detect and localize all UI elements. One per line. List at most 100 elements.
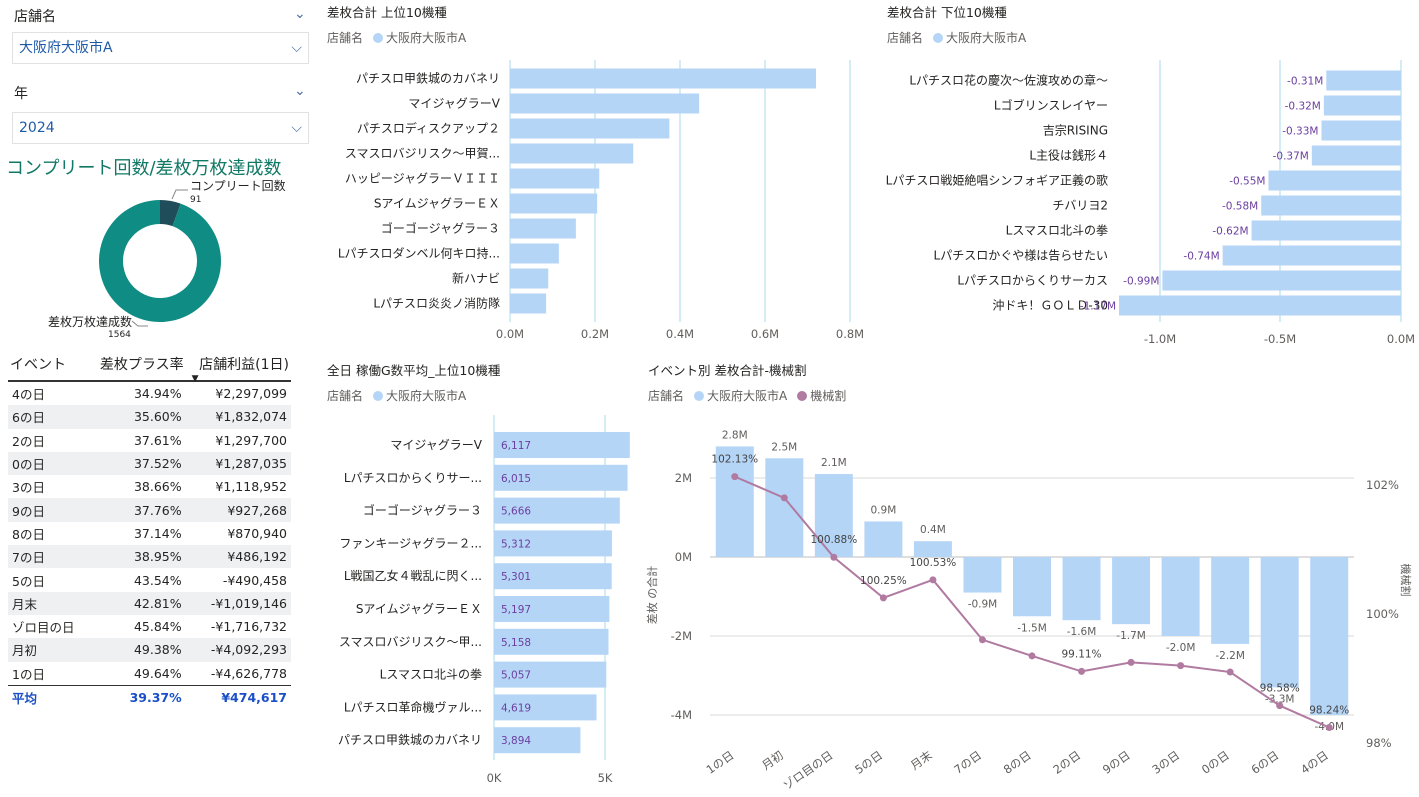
- cell-plus-rate: 38.95%: [87, 545, 186, 569]
- bar: [510, 93, 700, 114]
- legend-dot: [694, 391, 705, 401]
- category-label: 吉宗RISING: [1043, 123, 1108, 138]
- cell-profit: ¥1,832,074: [185, 405, 291, 429]
- donut-chart: コンプリート回数 91 差枚万枚達成数 1564: [48, 178, 286, 340]
- cell-event: 8の日: [12, 526, 45, 542]
- table-row[interactable]: 2の日 37.61% ¥1,297,700: [8, 429, 291, 452]
- category-label: 沖ドキ！ＧＯＬＤ-30: [992, 299, 1108, 313]
- year-dropdown[interactable]: 2024 ⌵: [12, 112, 309, 144]
- line-point: [1177, 662, 1185, 670]
- x-tick-label: 5K: [598, 771, 613, 785]
- bar-data-label: -0.9M: [968, 599, 998, 611]
- table-row[interactable]: 1の日 49.64% -¥4,626,778: [8, 662, 291, 686]
- cell-profit: ¥486,192: [185, 545, 291, 569]
- year-dropdown-value: 2024: [19, 120, 55, 136]
- line-point: [1325, 724, 1333, 732]
- table-row[interactable]: 9の日 37.76% ¥927,268: [8, 498, 291, 522]
- cell-plus-rate: 37.14%: [133, 525, 182, 541]
- bar: [963, 557, 1002, 593]
- cell-event: 月末: [8, 591, 88, 615]
- bar: [1251, 220, 1401, 241]
- table-row[interactable]: 月末 42.81% -¥1,019,146: [8, 591, 291, 615]
- sort-desc-icon: ▼: [191, 374, 199, 384]
- store-slicer-collapse-icon[interactable]: ⌄: [294, 6, 306, 22]
- data-label: -0.32M: [1285, 101, 1321, 113]
- line-point: [830, 553, 838, 561]
- table-row[interactable]: 8の日 37.14% ¥870,940: [8, 522, 291, 545]
- table-row[interactable]: 6の日 35.60% ¥1,832,074: [8, 405, 291, 429]
- bar: [510, 68, 816, 89]
- bar: [494, 727, 581, 754]
- line-point: [1028, 652, 1036, 660]
- legend-dot: [373, 391, 384, 401]
- store-dropdown[interactable]: 大阪府大阪市A ⌵: [12, 32, 309, 64]
- cell-event: 3の日: [12, 480, 45, 496]
- bar: [1211, 557, 1250, 644]
- table-row[interactable]: 月初 49.38% -¥4,092,293: [8, 638, 291, 662]
- table-row[interactable]: 5の日 43.54% -¥490,458: [8, 568, 291, 591]
- bar-data-label: -1.6M: [1067, 626, 1097, 638]
- table-row[interactable]: 4の日 34.94% ¥2,297,099: [8, 381, 291, 405]
- x-tick-label: 2の日: [1050, 748, 1083, 777]
- x-tick-label: 5の日: [852, 748, 885, 777]
- category-label: SアイムジャグラーＥＸ: [356, 602, 482, 616]
- category-label: ゴーゴージャグラー３: [363, 503, 482, 518]
- data-label: 6,015: [501, 473, 531, 485]
- bar: [494, 464, 628, 491]
- line-point: [1078, 667, 1086, 675]
- cell-event: 0の日: [8, 451, 88, 476]
- category-label: Lパチスロからくりサーカス: [957, 274, 1108, 288]
- table-row[interactable]: 3の日 38.66% ¥1,118,952: [8, 475, 291, 498]
- data-label: -0.99M: [1123, 276, 1159, 288]
- bar: [510, 268, 549, 289]
- col-header-profit[interactable]: 店舗利益(1日) ▼: [185, 352, 291, 384]
- legend-series-name-1: 機械割: [810, 389, 847, 403]
- bar-data-label: -1.7M: [1116, 630, 1146, 642]
- table-row[interactable]: 0の日 37.52% ¥1,287,035: [8, 451, 291, 476]
- line-data-label: 99.11%: [1062, 648, 1102, 660]
- data-label: -0.33M: [1282, 126, 1318, 138]
- total-cell: 平均: [8, 684, 88, 710]
- x-tick-label: 0.4M: [666, 327, 694, 341]
- data-label: -1.17M: [1080, 301, 1116, 313]
- table-row[interactable]: ゾロ目の日 45.84% -¥1,716,732: [8, 615, 291, 638]
- category-label: ゴーゴージャグラー３: [381, 221, 500, 236]
- bar: [510, 218, 576, 239]
- cell-event: 2の日: [12, 433, 45, 449]
- bar-data-label: -1.5M: [1017, 622, 1047, 634]
- category-label: パチスロ甲鉄城のカバネリ: [356, 71, 500, 86]
- bar: [494, 530, 612, 557]
- category-label: チバリヨ2: [1052, 199, 1108, 213]
- total-cell: ¥474,617: [185, 684, 291, 710]
- bar-data-label: 0.9M: [871, 504, 897, 516]
- line-point: [929, 576, 937, 584]
- bar: [1161, 557, 1200, 636]
- legend-dot: [797, 391, 808, 401]
- year-slicer-collapse-icon[interactable]: ⌄: [294, 83, 306, 99]
- table-row[interactable]: 7の日 38.95% ¥486,192: [8, 545, 291, 569]
- donut-label-complete: コンプリート回数: [190, 178, 286, 193]
- line-point: [879, 594, 887, 602]
- y2-axis-title: 機械割: [1399, 564, 1413, 597]
- bar: [765, 458, 804, 557]
- col-header-event[interactable]: イベント: [8, 352, 88, 382]
- col-header-plus-rate[interactable]: 差枚プラス率: [87, 352, 186, 382]
- y2-tick-label: 100%: [1366, 607, 1399, 621]
- cell-plus-rate: 43.54%: [133, 572, 182, 588]
- bar: [1323, 95, 1401, 116]
- bar: [510, 143, 634, 164]
- legend-title: 店舗名: [648, 389, 685, 403]
- avg-games-title: 全日 稼働G数平均_上位10機種: [327, 363, 501, 378]
- cell-event: 4の日: [12, 387, 45, 403]
- line-point: [731, 473, 739, 481]
- cell-event: 7の日: [8, 545, 88, 569]
- category-label: Lパチスロダンベル何キロ持...: [338, 246, 500, 261]
- cell-plus-rate: 42.81%: [87, 591, 186, 615]
- bar: [494, 694, 597, 721]
- category-label: L戦国乙女４戦乱に閃く...: [344, 568, 482, 583]
- donut-value-complete: 91: [190, 195, 201, 205]
- cell-event: 1の日: [12, 666, 45, 682]
- donut-leader-complete: [171, 189, 188, 200]
- bar: [510, 168, 600, 189]
- table-total-row: 平均 39.37% ¥474,617: [8, 684, 291, 710]
